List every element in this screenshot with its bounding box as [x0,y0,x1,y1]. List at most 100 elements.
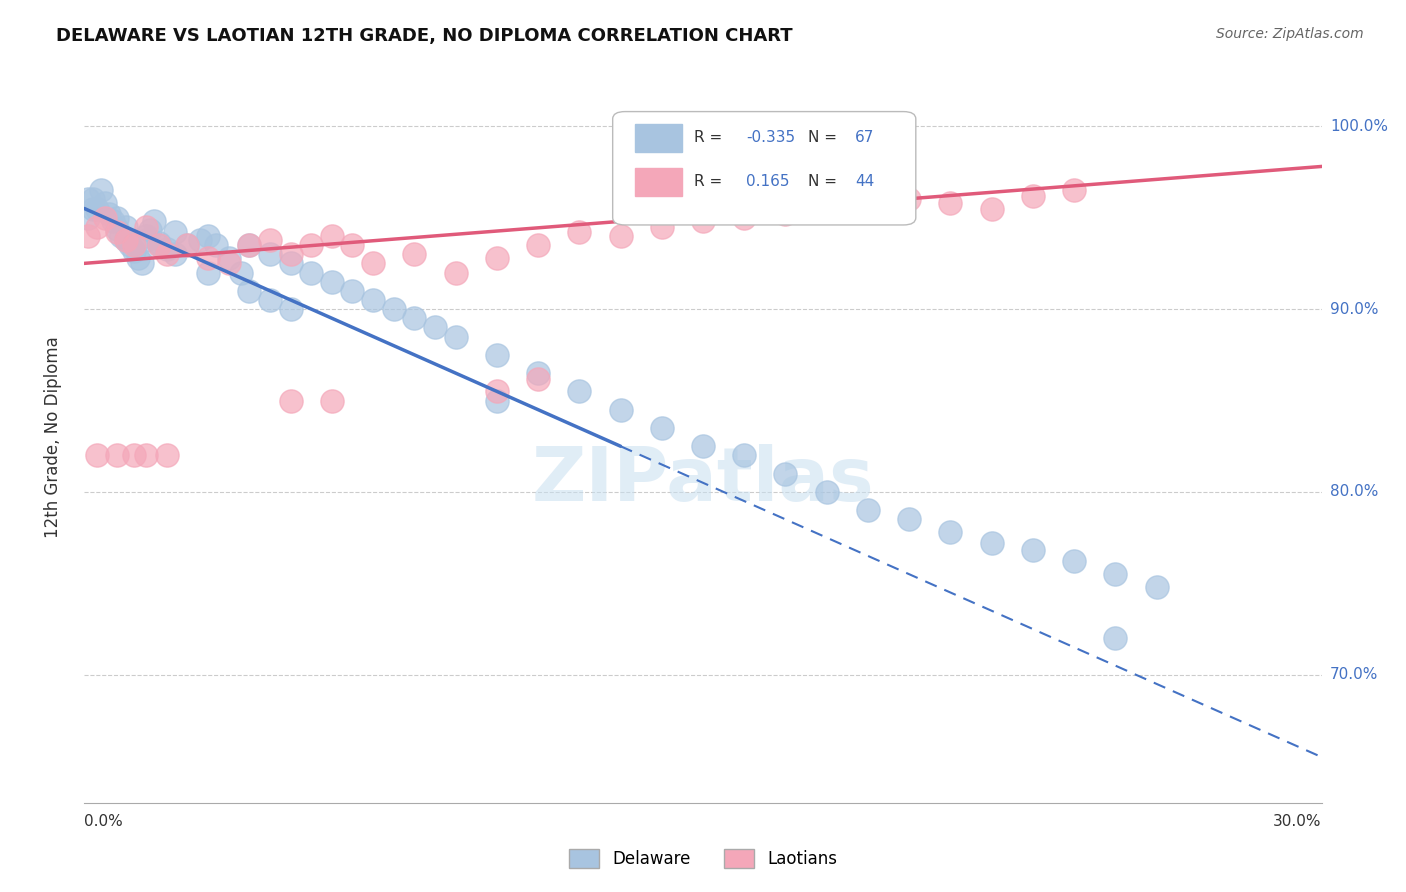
Point [118,238,141,252]
Point [280,301,302,316]
Point [135,448,157,462]
Point [127,251,149,265]
Point [94,196,117,211]
Point [86,202,108,216]
Point [188,233,211,247]
Point [527,366,550,380]
Point [77,211,100,225]
Point [1022,188,1045,202]
Point [856,503,879,517]
Point [131,256,153,270]
FancyBboxPatch shape [613,112,915,225]
Point [114,233,136,247]
Bar [636,168,682,195]
Point [815,484,838,499]
Text: ZIPatlas: ZIPatlas [531,444,875,517]
Point [105,448,128,462]
Point [815,196,838,211]
Point [156,242,179,256]
Point [609,402,631,417]
Point [110,228,132,243]
Point [733,211,755,225]
Text: DELAWARE VS LAOTIAN 12TH GRADE, NO DIPLOMA CORRELATION CHART: DELAWARE VS LAOTIAN 12TH GRADE, NO DIPLO… [56,27,793,45]
Point [238,238,260,252]
Text: 0.0%: 0.0% [84,814,124,829]
Point [423,320,446,334]
Point [86,219,108,234]
Point [1063,554,1085,568]
Point [342,284,364,298]
Point [259,233,281,247]
Text: R =: R = [695,174,727,189]
Point [148,238,170,252]
Point [299,265,322,279]
Point [143,214,166,228]
Point [148,236,170,251]
Point [122,244,145,258]
Point [259,293,281,307]
Point [280,256,302,270]
Point [898,512,921,526]
Point [898,192,921,206]
Point [82,192,104,206]
Point [568,225,591,239]
Point [90,183,112,197]
Text: 0.165: 0.165 [747,174,790,189]
Point [444,265,467,279]
Point [114,219,136,234]
Text: -0.335: -0.335 [747,130,796,145]
Text: 44: 44 [855,174,875,189]
Point [382,301,405,316]
Point [105,211,128,225]
Text: 80.0%: 80.0% [1330,484,1378,500]
Point [122,448,145,462]
Point [197,251,219,265]
Point [1022,543,1045,558]
Text: N =: N = [808,130,842,145]
Point [404,247,426,261]
Point [86,448,108,462]
Point [692,439,714,453]
Point [980,202,1002,216]
Point [404,311,426,326]
Point [1146,580,1168,594]
Text: 30.0%: 30.0% [1274,814,1322,829]
Point [939,196,962,211]
Bar [636,124,682,152]
Point [775,467,797,481]
Point [82,202,104,216]
Point [156,247,179,261]
Point [77,192,100,206]
Point [77,228,100,243]
Point [238,238,260,252]
Point [156,448,179,462]
Point [148,238,170,252]
Point [218,251,240,265]
Point [122,238,145,252]
Point [733,448,755,462]
Point [651,421,673,435]
Point [527,371,550,385]
Point [259,247,281,261]
Point [165,247,187,261]
Text: R =: R = [695,130,727,145]
Point [280,393,302,408]
Point [94,211,117,225]
Point [135,219,157,234]
Point [1063,183,1085,197]
Point [321,228,343,243]
Point [197,265,219,279]
Point [980,536,1002,550]
Point [485,393,508,408]
Point [444,329,467,343]
Point [321,393,343,408]
Point [229,265,252,279]
Point [218,256,240,270]
Point [135,233,157,247]
Text: 12th Grade, No Diploma: 12th Grade, No Diploma [44,336,62,538]
Legend: Delaware, Laotians: Delaware, Laotians [562,842,844,875]
Text: Source: ZipAtlas.com: Source: ZipAtlas.com [1216,27,1364,41]
Point [1104,631,1126,645]
Point [485,251,508,265]
Point [692,214,714,228]
